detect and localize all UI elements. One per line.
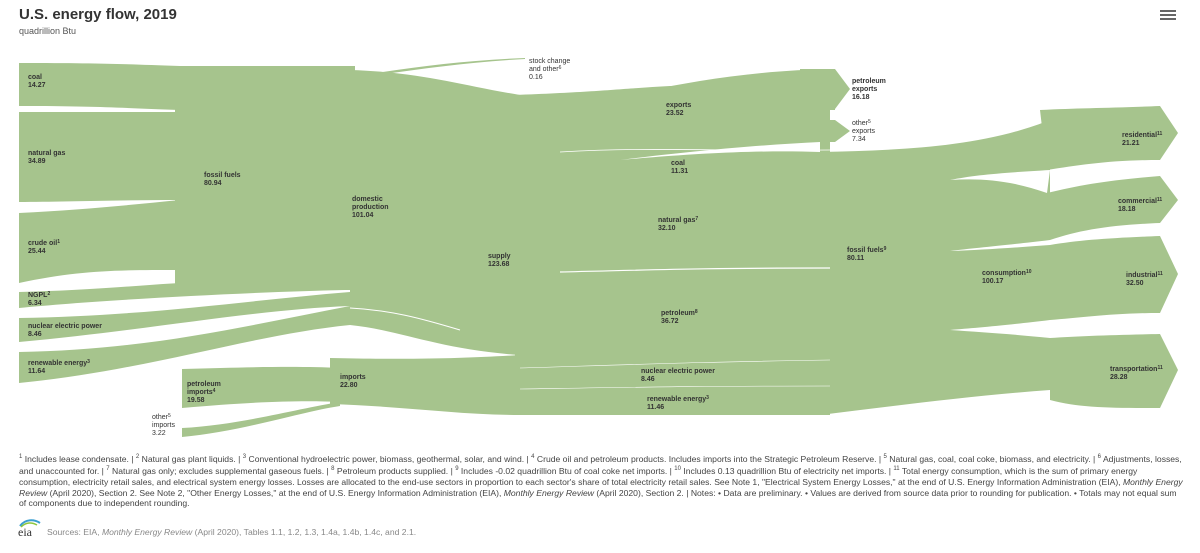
flow-nuclear-to-domestic	[19, 292, 350, 342]
label-renewable-production: renewable energy3 11.64	[28, 359, 90, 376]
label-nuclear-consumption: nuclear electric power 8.46	[641, 368, 715, 383]
label-crude-oil: crude oil1 25.44	[28, 239, 60, 256]
svg-text:eia: eia	[18, 525, 33, 538]
flow-renewable-to-domestic	[19, 306, 350, 383]
label-fossil-fuels-production: fossil fuels 80.94	[204, 172, 241, 187]
node-fossil-fuels	[175, 66, 355, 290]
flow-other-imports	[182, 402, 340, 437]
flow-natgas-to-fossil	[19, 112, 180, 202]
label-other-imports: other5 imports 3.22	[152, 413, 175, 438]
label-stock-change: stock change and other6 0.16	[529, 58, 571, 81]
label-commercial: commercial11 18.18	[1118, 197, 1163, 214]
chart-units: quadrillion Btu	[19, 26, 77, 36]
arrow-transportation	[1050, 334, 1178, 408]
arrow-industrial	[1050, 236, 1178, 320]
footnotes: 1 Includes lease condensate. | 2 Natural…	[19, 453, 1183, 509]
label-natural-gas-consumption: natural gas7 32.10	[658, 216, 699, 233]
flow-stock-change	[370, 58, 525, 76]
flow-other-exports	[700, 120, 850, 142]
label-residential: residential11 21.21	[1122, 131, 1163, 148]
label-natural-gas-production: natural gas 34.89	[28, 150, 66, 165]
label-ngpl: NGPL2 6.34	[28, 291, 51, 308]
label-supply: supply 123.68	[488, 253, 511, 268]
label-coal-consumption: coal 11.31	[671, 160, 689, 175]
label-other-exports: other5 exports 7.34	[852, 119, 875, 144]
label-petroleum-exports: petroleum exports 16.18	[852, 78, 886, 101]
hamburger-menu-icon[interactable]	[1160, 10, 1176, 24]
flow-crude-to-fossil	[19, 200, 180, 283]
source-line: Sources: EIA, Monthly Energy Review (Apr…	[47, 527, 417, 537]
eia-logo[interactable]: eia	[16, 518, 42, 538]
label-imports: imports 22.80	[340, 374, 366, 389]
label-consumption: consumption10 100.17	[982, 269, 1032, 286]
label-petroleum-consumption: petroleum8 36.72	[661, 309, 698, 326]
flow-coal-to-fossil	[19, 63, 180, 110]
arrow-residential	[1040, 106, 1178, 170]
chart-title: U.S. energy flow, 2019	[19, 6, 177, 23]
label-petroleum-imports: petroleum imports4 19.58	[187, 381, 221, 404]
label-renewable-consumption: renewable energy3 11.46	[647, 395, 709, 412]
node-supply	[515, 86, 830, 415]
label-coal-production: coal 14.27	[28, 74, 46, 89]
label-fossil-fuels-consumption: fossil fuels9 80.11	[847, 246, 887, 263]
flow-exports	[640, 69, 835, 123]
label-nuclear-production: nuclear electric power 8.46	[28, 323, 102, 338]
sankey-diagram	[19, 58, 1178, 437]
flow-imports-to-supply	[330, 355, 520, 415]
arrow-commercial	[1047, 176, 1178, 240]
label-transportation: transportation11 28.28	[1110, 365, 1163, 382]
label-domestic-production: domestic production 101.04	[352, 196, 389, 219]
label-industrial: industrial11 32.50	[1126, 271, 1163, 288]
label-exports: exports 23.52	[666, 102, 692, 117]
node-consumption	[820, 120, 1050, 415]
arrow-petroleum-exports	[800, 69, 850, 109]
node-domestic-production	[350, 70, 520, 355]
